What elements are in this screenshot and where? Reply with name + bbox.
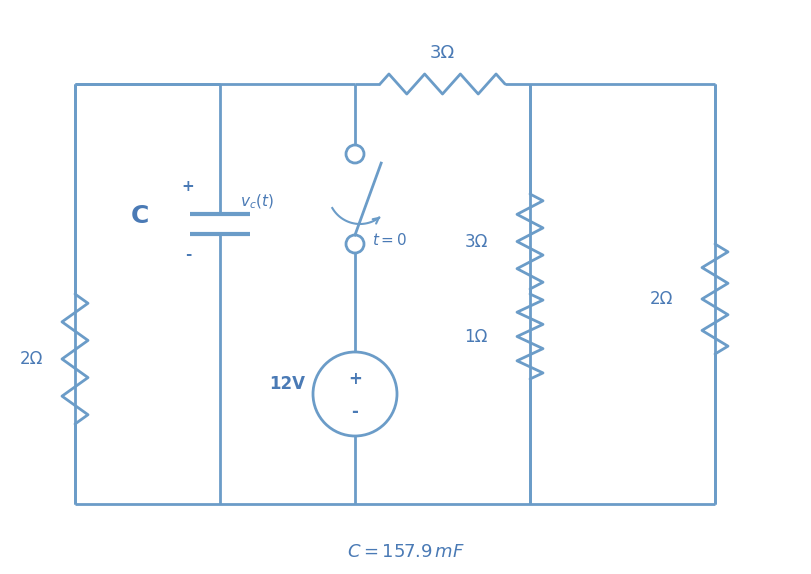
Text: -: - [185, 246, 191, 262]
Text: +: + [348, 370, 362, 388]
Text: 12V: 12V [268, 375, 305, 393]
Text: C: C [131, 204, 149, 228]
Text: $t = 0$: $t = 0$ [371, 232, 407, 248]
Text: 2Ω: 2Ω [649, 290, 672, 308]
Text: $v_c(t)$: $v_c(t)$ [240, 193, 273, 211]
Text: 2Ω: 2Ω [19, 350, 43, 368]
Text: $C = 157.9\,mF$: $C = 157.9\,mF$ [346, 543, 465, 561]
Text: 3Ω: 3Ω [429, 44, 454, 62]
Text: -: - [351, 403, 358, 421]
Text: 1Ω: 1Ω [464, 328, 487, 346]
Text: 3Ω: 3Ω [464, 232, 487, 250]
Text: +: + [182, 179, 194, 193]
